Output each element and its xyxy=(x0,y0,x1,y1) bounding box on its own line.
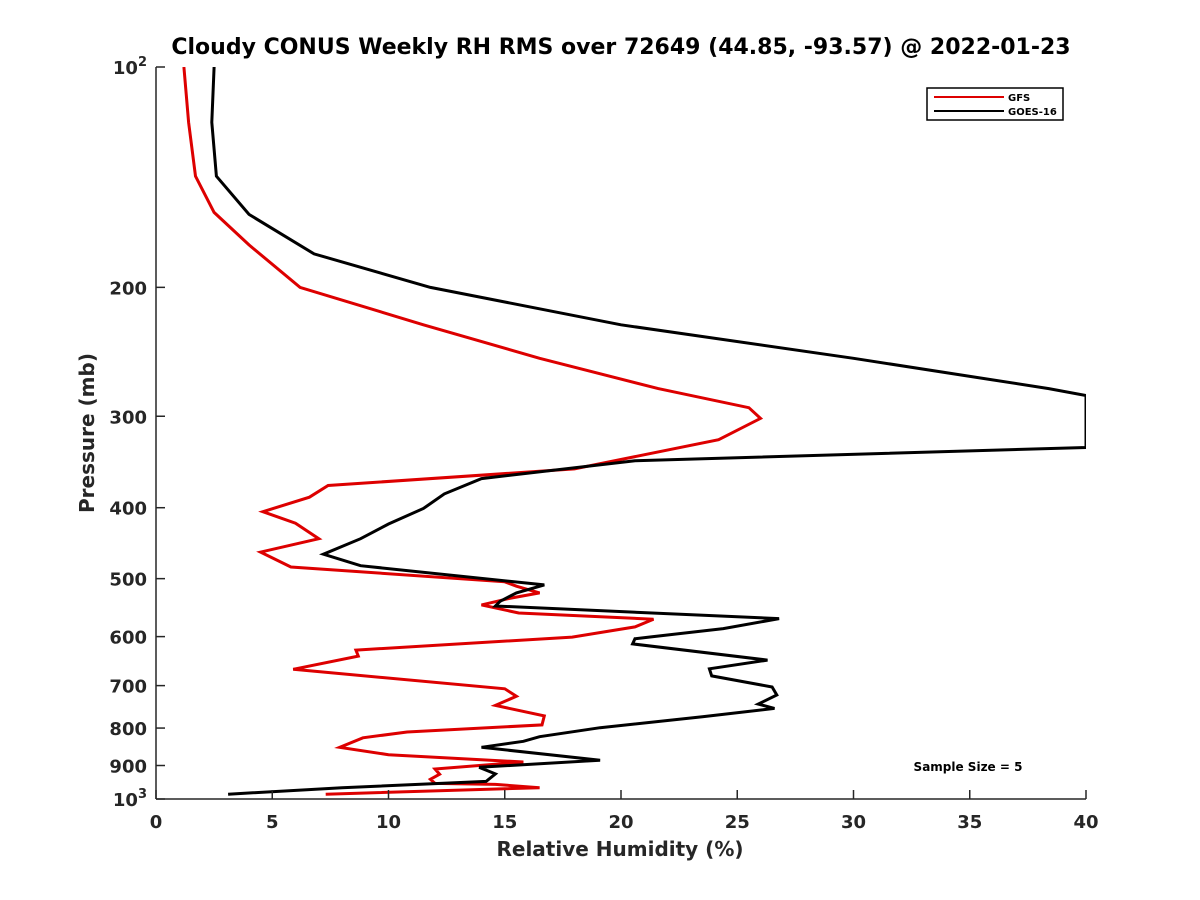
y-tick-label: 600 xyxy=(109,628,147,649)
x-tick-label: 10 xyxy=(376,812,401,833)
x-axis-label: Relative Humidity (%) xyxy=(496,837,743,861)
sample-size-annotation: Sample Size = 5 xyxy=(914,760,1023,774)
y-tick-label: 500 xyxy=(109,570,147,591)
y-axis-label: Pressure (mb) xyxy=(75,353,99,513)
axes xyxy=(156,67,1086,799)
y-tick-label: 102 xyxy=(113,55,147,79)
y-tick-label: 700 xyxy=(109,677,147,698)
x-tick-label: 15 xyxy=(492,812,517,833)
legend: GFS GOES-16 xyxy=(927,88,1063,120)
chart-title: Cloudy CONUS Weekly RH RMS over 72649 (4… xyxy=(171,35,1070,60)
y-tick-label: 200 xyxy=(109,278,147,299)
x-tick-label: 5 xyxy=(266,812,279,833)
series-line-gfs xyxy=(184,67,761,794)
y-tick-label: 900 xyxy=(109,757,147,778)
chart-figure: Cloudy CONUS Weekly RH RMS over 72649 (4… xyxy=(0,0,1200,900)
y-tick-label: 103 xyxy=(113,787,147,811)
x-tick-label: 25 xyxy=(725,812,750,833)
series-layer xyxy=(184,67,1086,794)
y-tick-label: 400 xyxy=(109,499,147,520)
x-tick-label: 35 xyxy=(957,812,982,833)
legend-label-goes16: GOES-16 xyxy=(1008,107,1057,118)
x-tick-label: 20 xyxy=(608,812,633,833)
y-axis-label-group: Pressure (mb) xyxy=(75,353,99,513)
y-tick-label: 300 xyxy=(109,407,147,428)
y-tick-label: 800 xyxy=(109,719,147,740)
ticks: 0 5 10 15 20 25 30 35 40 102 200 300 400 500 600 700 800… xyxy=(109,55,1098,833)
x-tick-label: 40 xyxy=(1073,812,1098,833)
series-line-goes16 xyxy=(212,67,1086,794)
x-tick-label: 30 xyxy=(841,812,866,833)
legend-label-gfs: GFS xyxy=(1008,93,1030,104)
x-tick-label: 0 xyxy=(150,812,163,833)
